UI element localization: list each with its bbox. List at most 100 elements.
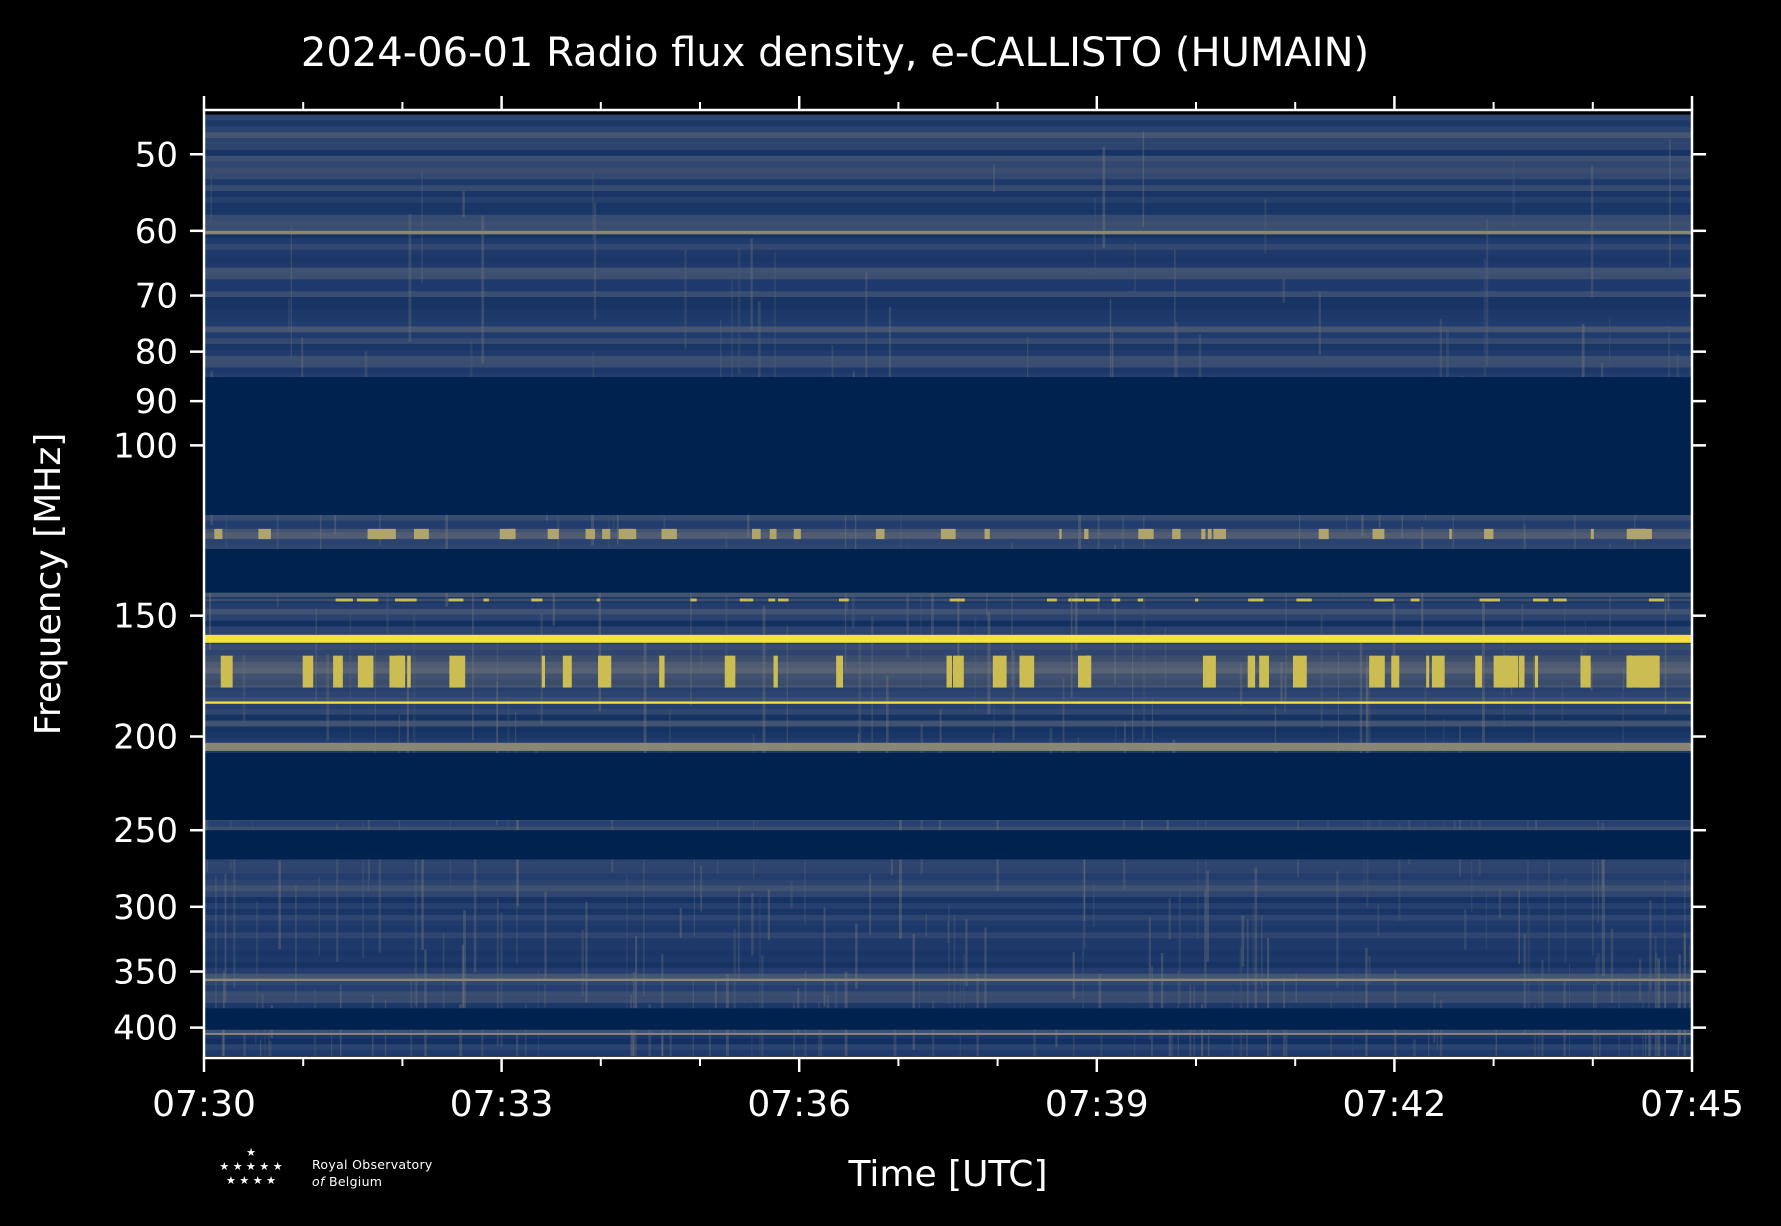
heatmap-row xyxy=(204,885,1692,892)
heatmap-burst xyxy=(258,528,271,540)
heatmap-streak xyxy=(1070,597,1073,698)
heatmap-streak xyxy=(1664,578,1667,714)
heatmap-row xyxy=(204,732,1692,739)
heatmap-streak xyxy=(1151,698,1154,808)
heatmap-burst xyxy=(1518,655,1525,688)
y-tick-label: 70 xyxy=(135,277,178,317)
heatmap-streak xyxy=(1093,883,1095,927)
heatmap-burst xyxy=(949,598,965,602)
heatmap-burst xyxy=(598,655,612,688)
heatmap-row xyxy=(204,979,1692,986)
heatmap-row xyxy=(204,738,1692,745)
heatmap-burst xyxy=(1410,598,1420,602)
heatmap-streak xyxy=(581,929,584,997)
heatmap-burst xyxy=(1580,655,1591,688)
heatmap-streak xyxy=(1033,1022,1037,1057)
heatmap-row xyxy=(204,597,1692,603)
heatmap-row xyxy=(204,602,1692,609)
heatmap-burst xyxy=(367,528,383,540)
heatmap-row xyxy=(204,726,1692,733)
heatmap-streak xyxy=(1201,1004,1204,1057)
x-axis-label: Time [UTC] xyxy=(847,1154,1047,1195)
heatmap-streak xyxy=(461,944,465,1008)
heatmap-streak xyxy=(264,1021,266,1057)
heatmap-streak xyxy=(737,886,740,979)
heatmap-streak xyxy=(1597,952,1600,984)
heatmap-burst xyxy=(531,598,543,602)
heatmap-streak xyxy=(1083,856,1086,949)
heatmap-streak xyxy=(819,1023,823,1057)
heatmap-burst xyxy=(1111,598,1121,602)
heatmap-streak xyxy=(1072,951,1076,999)
heatmap-streak xyxy=(1264,198,1267,254)
heatmap-streak xyxy=(1320,613,1323,729)
heatmap-streak xyxy=(1541,959,1544,1057)
heatmap-streak xyxy=(725,533,728,684)
heatmap-streak xyxy=(1598,1034,1601,1057)
heatmap-burst xyxy=(946,655,953,688)
heatmap-streak xyxy=(679,908,682,938)
heatmap-streak xyxy=(1485,888,1488,949)
heatmap-streak xyxy=(406,660,409,815)
heatmap-burst xyxy=(752,528,761,540)
heatmap-row xyxy=(204,520,1692,527)
heatmap-streak xyxy=(1622,679,1624,767)
heatmap-streak xyxy=(1083,832,1086,921)
chart-title: 2024-06-01 Radio flux density, e-CALLIST… xyxy=(301,30,1369,76)
heatmap-burst xyxy=(838,598,849,602)
heatmap-streak xyxy=(898,784,902,939)
heatmap-burst xyxy=(1202,655,1216,688)
heatmap-streak xyxy=(1564,606,1566,639)
heatmap-streak xyxy=(823,907,826,1007)
heatmap-burst xyxy=(836,655,844,688)
heatmap-row xyxy=(204,267,1692,274)
heatmap-streak xyxy=(1592,845,1594,956)
heatmap-streak xyxy=(463,910,466,1023)
heatmap-row xyxy=(204,826,1692,833)
heatmap-burst xyxy=(220,655,233,688)
heatmap-streak xyxy=(1336,871,1339,989)
spectrogram-heatmap xyxy=(204,114,1692,1057)
heatmap-streak xyxy=(1378,819,1382,841)
heatmap-streak xyxy=(700,634,703,670)
heatmap-row xyxy=(204,226,1692,233)
heatmap-burst xyxy=(724,655,736,688)
heatmap-row xyxy=(204,149,1692,156)
heatmap-streak xyxy=(1527,753,1529,905)
heatmap-streak xyxy=(1564,878,1567,964)
heatmap-streak xyxy=(1203,889,1207,1015)
heatmap-streak xyxy=(851,573,855,628)
heatmap-burst xyxy=(602,528,611,540)
heatmap-streak xyxy=(290,226,293,357)
heatmap-band xyxy=(204,742,1692,751)
heatmap-row xyxy=(204,155,1692,162)
heatmap-streak xyxy=(1676,354,1680,388)
heatmap-streak xyxy=(1359,634,1363,766)
heatmap-row xyxy=(204,926,1692,933)
heatmap-burst xyxy=(1635,655,1648,688)
heatmap-band xyxy=(204,1032,1692,1035)
heatmap-streak xyxy=(1597,820,1599,924)
heatmap-streak xyxy=(421,171,423,284)
heatmap-burst xyxy=(1195,598,1199,602)
heatmap-row xyxy=(204,867,1692,874)
x-tick-label: 07:39 xyxy=(1045,1084,1149,1125)
heatmap-streak xyxy=(888,306,892,425)
heatmap-row xyxy=(204,173,1692,180)
heatmap-row xyxy=(204,120,1692,127)
heatmap-streak xyxy=(1498,888,1502,919)
heatmap-streak xyxy=(871,615,874,646)
heatmap-streak xyxy=(1171,1029,1173,1057)
heatmap-row xyxy=(204,249,1692,256)
heatmap-burst xyxy=(1292,655,1307,688)
heatmap-band xyxy=(204,528,1692,540)
heatmap-streak xyxy=(631,1032,635,1057)
heatmap-streak xyxy=(1436,1028,1439,1050)
heatmap-streak xyxy=(1284,675,1286,713)
heatmap-streak xyxy=(1298,484,1301,551)
heatmap-burst xyxy=(875,528,885,540)
heatmap-streak xyxy=(1366,655,1368,728)
heatmap-row xyxy=(204,355,1692,362)
heatmap-streak xyxy=(1246,1026,1248,1057)
heatmap-row xyxy=(204,314,1692,321)
